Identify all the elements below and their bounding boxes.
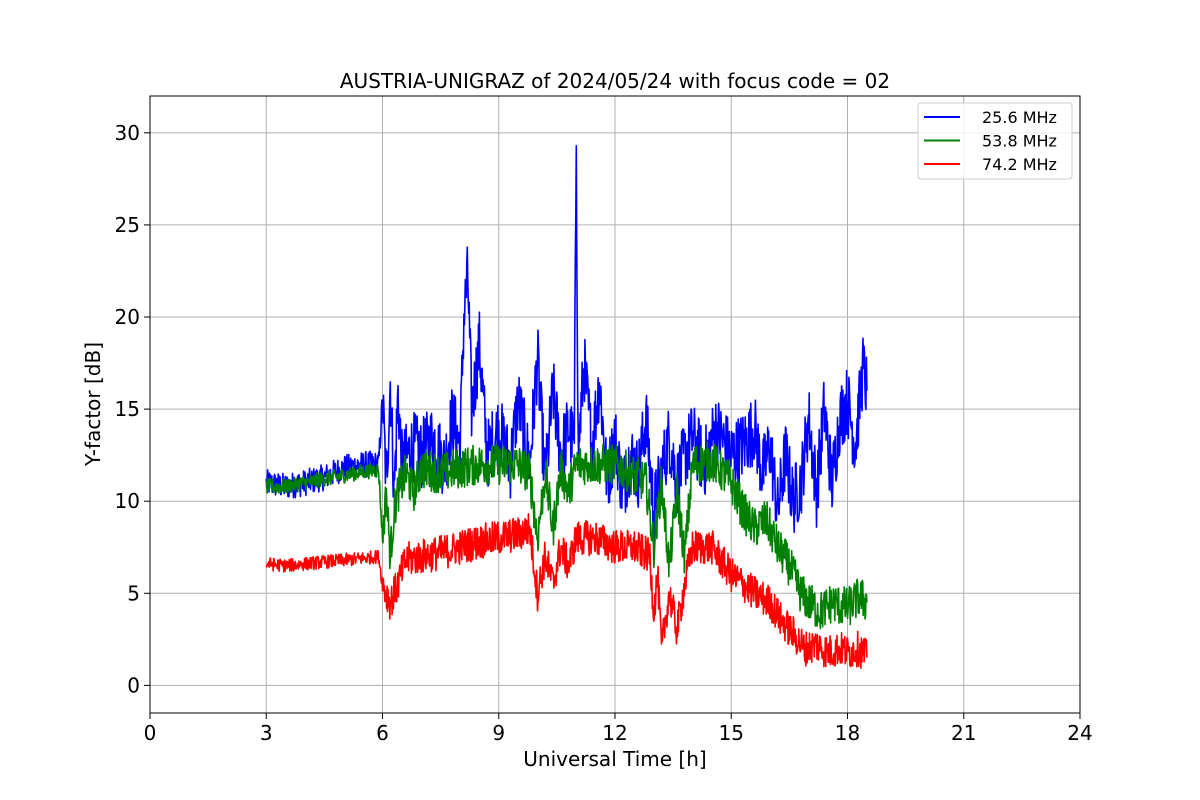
x-tick-label: 24 (1067, 721, 1092, 745)
x-axis-label: Universal Time [h] (523, 747, 706, 771)
y-tick-label: 5 (127, 581, 140, 605)
legend: 25.6 MHz 53.8 MHz 74.2 MHz (917, 102, 1073, 180)
x-tick-label: 3 (260, 721, 273, 745)
chart-title: AUSTRIA-UNIGRAZ of 2024/05/24 with focus… (340, 69, 890, 93)
y-tick-label: 20 (115, 305, 140, 329)
legend-label: 74.2 MHz (982, 155, 1057, 174)
x-tick-label: 9 (492, 721, 505, 745)
x-tick-label: 15 (719, 721, 744, 745)
x-tick-label: 0 (144, 721, 157, 745)
y-axis-ticks: 0 5 10 15 20 25 30 (115, 121, 150, 697)
y-tick-label: 30 (115, 121, 140, 145)
y-tick-label: 0 (127, 673, 140, 697)
series-line-1 (265, 440, 868, 630)
series-line-2 (265, 512, 868, 669)
series-layer (265, 145, 868, 669)
y-axis-label: Y-factor [dB] (81, 342, 105, 467)
x-tick-label: 18 (835, 721, 860, 745)
legend-box (917, 102, 1073, 180)
legend-label: 53.8 MHz (982, 132, 1057, 151)
y-tick-label: 25 (115, 213, 140, 237)
legend-label: 25.6 MHz (982, 108, 1057, 127)
x-tick-label: 6 (376, 721, 389, 745)
y-tick-label: 15 (115, 397, 140, 421)
y-tick-label: 10 (115, 489, 140, 513)
x-axis-ticks: 0 3 6 9 12 15 18 21 24 (144, 713, 1093, 745)
x-tick-label: 12 (602, 721, 627, 745)
x-tick-label: 21 (951, 721, 976, 745)
